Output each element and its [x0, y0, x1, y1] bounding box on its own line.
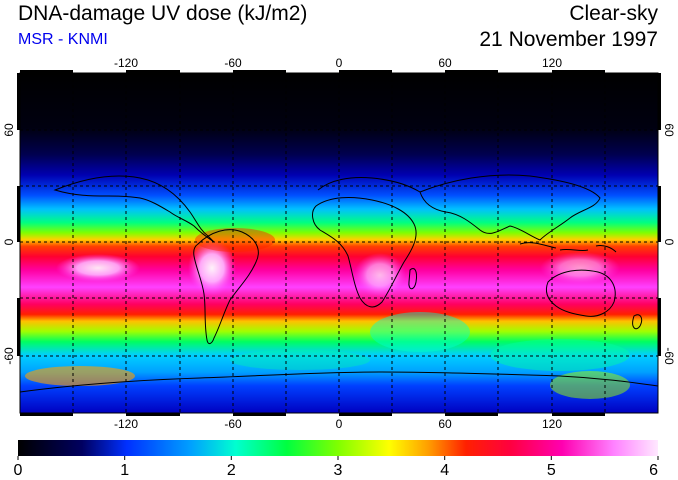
- map-date: 21 November 1997: [479, 28, 658, 51]
- australia-coast: [545, 269, 616, 317]
- colorbar-label: 1: [120, 462, 129, 479]
- lon-labels-top: -120 -60 0 60 120: [114, 56, 562, 70]
- asia-coast: [419, 174, 601, 241]
- antarctica-coast: [19, 371, 659, 393]
- indonesia-coast: [519, 242, 617, 253]
- lon-label: 0: [336, 417, 343, 431]
- source-label: MSR - KNMI: [18, 31, 108, 48]
- colorbar-label: 2: [227, 462, 236, 479]
- map-title: DNA-damage UV dose (kJ/m2): [18, 2, 308, 25]
- lat-label: 0: [2, 238, 16, 245]
- lat-label: 60: [662, 123, 676, 137]
- north-america-coast: [53, 175, 215, 243]
- colorbar: 0 1 2 3 4 5 6: [14, 440, 659, 479]
- lon-label: 120: [542, 417, 562, 431]
- colorbar-label: 5: [547, 462, 556, 479]
- lat-labels-left: 60 0 -60: [2, 123, 16, 365]
- lon-label: -60: [224, 417, 242, 431]
- colorbar-label: 6: [649, 462, 658, 479]
- colorbar-label: 3: [334, 462, 343, 479]
- madagascar-coast: [408, 268, 417, 290]
- lon-label: -60: [224, 56, 242, 70]
- lat-label: 0: [662, 239, 676, 246]
- lat-label: 60: [2, 123, 16, 137]
- lon-label: -120: [114, 56, 138, 70]
- lon-label: 60: [438, 417, 452, 431]
- colorbar-ticks: [17, 456, 659, 460]
- colorbar-gradient: [18, 440, 658, 456]
- lon-label: -120: [114, 417, 138, 431]
- colorbar-label: 0: [14, 462, 23, 479]
- lat-labels-right: 60 0 -60: [662, 123, 676, 365]
- lon-label: 120: [542, 56, 562, 70]
- south-america-coast: [193, 229, 259, 345]
- lon-labels-bottom: -120 -60 0 60 120: [114, 417, 562, 431]
- colorbar-label: 4: [440, 462, 449, 479]
- lon-label: 60: [438, 56, 452, 70]
- lon-label: 0: [336, 56, 343, 70]
- new-zealand-coast: [632, 314, 643, 330]
- coastlines: [19, 174, 659, 393]
- africa-coast: [312, 197, 417, 308]
- europe-coast: [317, 177, 421, 193]
- sky-condition: Clear-sky: [569, 2, 658, 25]
- map-frame: [17, 70, 661, 416]
- lat-label: -60: [662, 347, 676, 365]
- lat-label: -60: [2, 347, 16, 365]
- graticule: [20, 73, 658, 413]
